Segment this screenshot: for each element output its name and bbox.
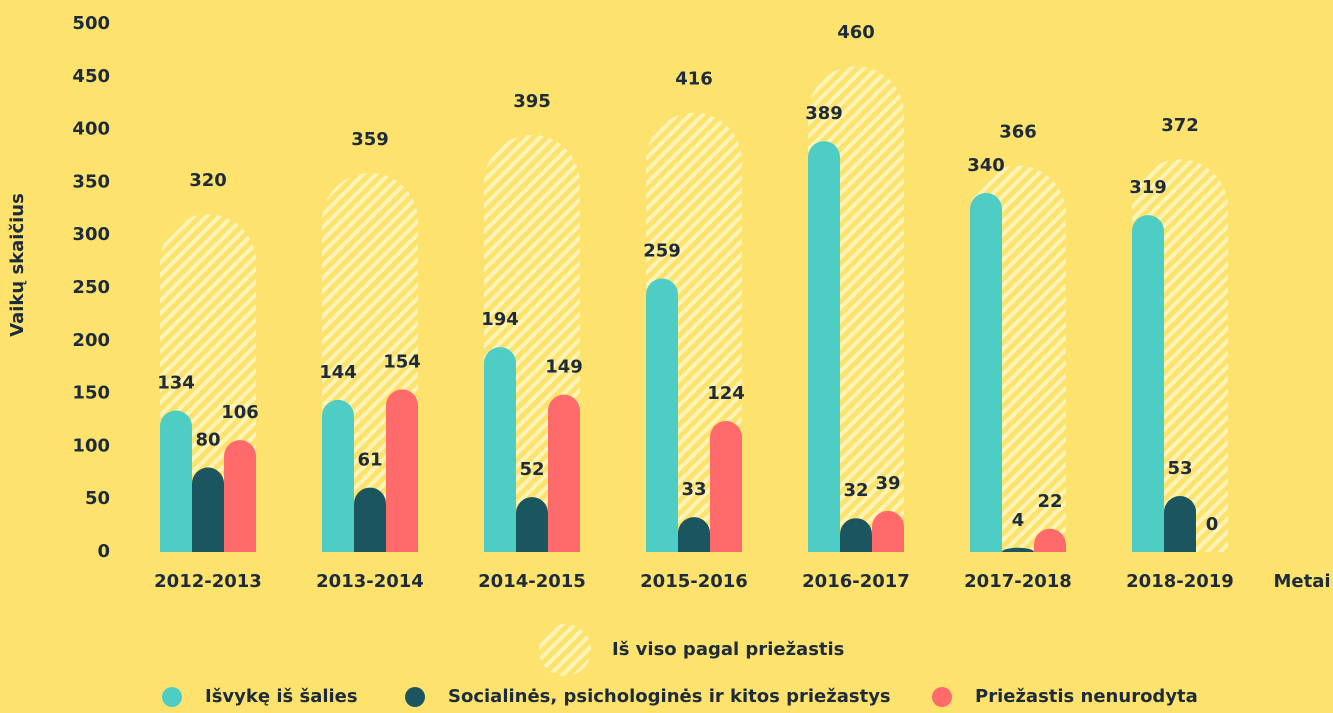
- bar: [160, 410, 192, 552]
- bar: [548, 394, 580, 552]
- bar: [354, 487, 386, 552]
- bar: [1164, 496, 1196, 552]
- y-tick-label: 400: [72, 119, 110, 140]
- x-axis-label: Metai: [1273, 571, 1330, 592]
- total-label: 320: [189, 170, 227, 191]
- bar: [710, 421, 742, 552]
- y-tick-label: 150: [72, 383, 110, 404]
- legend-swatch: [539, 624, 591, 676]
- value-label: 340: [967, 155, 1005, 176]
- value-label: 53: [1167, 458, 1192, 479]
- value-label: 61: [357, 450, 382, 471]
- value-label: 124: [707, 383, 745, 404]
- y-tick-label: 500: [72, 13, 110, 34]
- y-tick-label: 50: [85, 488, 110, 509]
- y-tick-label: 100: [72, 435, 110, 456]
- value-label: 106: [221, 402, 259, 423]
- legend-swatch: [932, 687, 952, 707]
- legend-swatch: [162, 687, 182, 707]
- value-label: 0: [1206, 514, 1219, 535]
- y-tick-label: 450: [72, 66, 110, 87]
- bar: [224, 440, 256, 552]
- bar: [1132, 215, 1164, 553]
- y-tick-label: 300: [72, 224, 110, 245]
- bar: [1002, 547, 1034, 552]
- total-label: 366: [999, 122, 1037, 143]
- legend-label: Socialinės, psichologinės ir kitos priež…: [448, 686, 891, 707]
- legend-label: Iš viso pagal priežastis: [612, 639, 844, 660]
- bar: [484, 347, 516, 552]
- y-tick-label: 250: [72, 277, 110, 298]
- value-label: 32: [843, 480, 868, 501]
- bar: [646, 278, 678, 552]
- bar: [840, 518, 872, 552]
- y-tick-label: 350: [72, 171, 110, 192]
- legend-swatch: [405, 687, 425, 707]
- bar: [1034, 528, 1066, 552]
- total-label: 460: [837, 22, 875, 43]
- bar: [516, 497, 548, 552]
- value-label: 39: [875, 473, 900, 494]
- legend-label: Išvykę iš šalies: [205, 686, 358, 707]
- total-label: 372: [1161, 115, 1199, 136]
- value-label: 22: [1037, 491, 1062, 512]
- x-tick-label: 2016-2017: [802, 571, 910, 592]
- total-label: 416: [675, 69, 713, 90]
- x-tick-label: 2014-2015: [478, 571, 586, 592]
- value-label: 134: [157, 372, 195, 393]
- bar: [192, 467, 224, 552]
- bar: [872, 510, 904, 552]
- value-label: 194: [481, 309, 519, 330]
- x-tick-label: 2017-2018: [964, 571, 1072, 592]
- value-label: 4: [1012, 510, 1025, 531]
- x-tick-label: 2018-2019: [1126, 571, 1234, 592]
- value-label: 149: [545, 357, 583, 378]
- x-tick-label: 2012-2013: [154, 571, 262, 592]
- value-label: 33: [681, 479, 706, 500]
- value-label: 319: [1129, 177, 1167, 198]
- value-label: 154: [383, 351, 421, 372]
- y-tick-label: 200: [72, 330, 110, 351]
- y-axis-label: Vaikų skaičius: [7, 193, 28, 337]
- bar: [970, 192, 1002, 552]
- x-tick-label: 2015-2016: [640, 571, 748, 592]
- value-label: 389: [805, 103, 843, 124]
- bar: [678, 517, 710, 552]
- value-label: 259: [643, 240, 681, 261]
- bar: [808, 141, 840, 552]
- legend-label: Priežastis nenurodyta: [975, 686, 1198, 707]
- value-label: 80: [195, 430, 220, 451]
- total-label: 359: [351, 129, 389, 150]
- bar: [386, 389, 418, 552]
- value-label: 144: [319, 362, 357, 383]
- y-tick-label: 0: [97, 541, 110, 562]
- value-label: 52: [519, 459, 544, 480]
- total-label: 395: [513, 91, 551, 112]
- x-tick-label: 2013-2014: [316, 571, 424, 592]
- bar: [322, 399, 354, 552]
